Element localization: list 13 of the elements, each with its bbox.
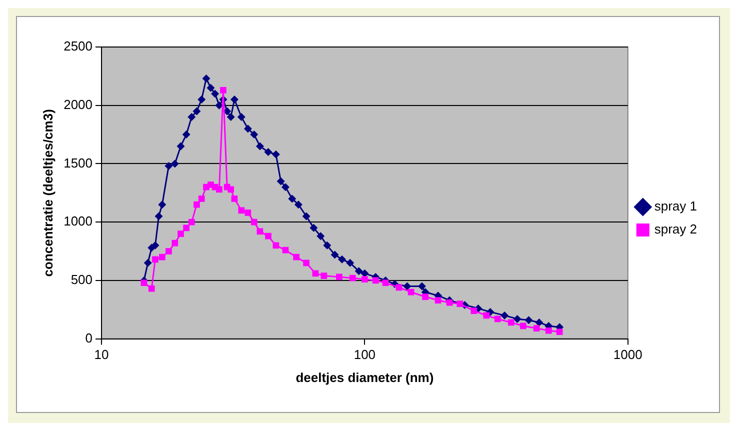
- x-tick-label: 1000: [613, 347, 642, 362]
- y-axis-title: concentratie (deeltjes/cm3): [40, 109, 56, 277]
- y-tick-label: 1000: [64, 214, 93, 229]
- y-tick-label: 1500: [64, 155, 93, 170]
- legend-label: spray 2: [654, 222, 698, 237]
- legend-label: spray 1: [654, 198, 698, 214]
- x-axis-title: deeltjes diameter (nm): [296, 370, 434, 385]
- y-tick-label: 0: [85, 330, 93, 346]
- y-tick-label: 500: [70, 272, 93, 288]
- x-tick-label: 100: [354, 347, 376, 362]
- y-tick-label: 2500: [64, 38, 93, 54]
- y-tick-label: 2000: [64, 96, 93, 112]
- x-tick-label: 10: [94, 347, 109, 362]
